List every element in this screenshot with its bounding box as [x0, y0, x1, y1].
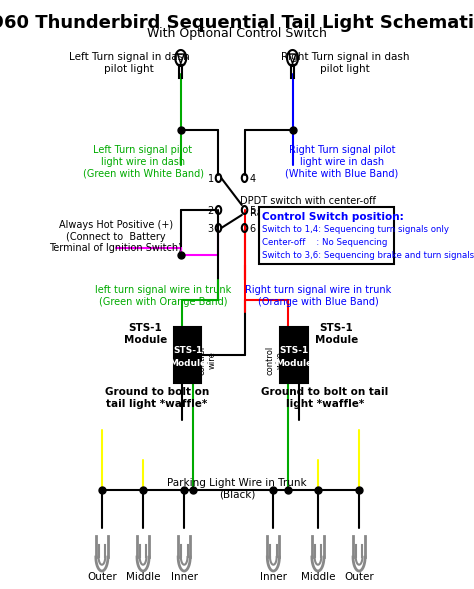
- Text: Right Turn signal pilot
light wire in dash
(White with Blue Band): Right Turn signal pilot light wire in da…: [285, 145, 399, 178]
- Text: Ground to bolt on tail
light *waffle*: Ground to bolt on tail light *waffle*: [261, 387, 388, 409]
- Text: Control Switch position:: Control Switch position:: [263, 212, 404, 222]
- Text: Parking Light Wire in Trunk
(Black): Parking Light Wire in Trunk (Black): [167, 478, 307, 499]
- Text: Ground to bolt on
tail light *waffle*: Ground to bolt on tail light *waffle*: [105, 387, 209, 409]
- Text: left turn signal wire in trunk
(Green with Orange Band): left turn signal wire in trunk (Green wi…: [95, 285, 232, 307]
- Text: 6: 6: [249, 224, 255, 234]
- Text: 5: 5: [249, 206, 255, 216]
- Text: Center-off    : No Sequencing: Center-off : No Sequencing: [263, 238, 388, 247]
- Text: Middle: Middle: [126, 572, 160, 582]
- Text: 3: 3: [208, 224, 214, 234]
- Text: DPDT switch with center-off
Radio Shack # 275-710: DPDT switch with center-off Radio Shack …: [240, 196, 375, 217]
- Text: With Optional Control Switch: With Optional Control Switch: [147, 27, 327, 40]
- Text: 1960 Thunderbird Sequential Tail Light Schematics: 1960 Thunderbird Sequential Tail Light S…: [0, 14, 474, 32]
- FancyBboxPatch shape: [259, 207, 394, 264]
- Text: STS-1: STS-1: [279, 346, 309, 355]
- Text: Inner: Inner: [260, 572, 287, 582]
- Text: Right turn signal wire in trunk
(Orange with Blue Band): Right turn signal wire in trunk (Orange …: [245, 285, 391, 307]
- Text: Middle: Middle: [301, 572, 335, 582]
- Text: Right Turn signal in dash
pilot light: Right Turn signal in dash pilot light: [281, 52, 410, 74]
- Text: 1: 1: [208, 174, 214, 184]
- Text: Switch to 1,4: Sequencing turn signals only: Switch to 1,4: Sequencing turn signals o…: [263, 225, 449, 234]
- Text: control
wire: control wire: [265, 345, 284, 375]
- Text: Left Turn signal pilot
light wire in dash
(Green with White Band): Left Turn signal pilot light wire in das…: [82, 145, 203, 178]
- Text: Always Hot Positive (+)
(Connect to  Battery
Terminal of Ignition Switch): Always Hot Positive (+) (Connect to Batt…: [49, 220, 182, 253]
- FancyBboxPatch shape: [174, 327, 201, 383]
- Text: Left Turn signal in dash
pilot light: Left Turn signal in dash pilot light: [69, 52, 190, 74]
- FancyBboxPatch shape: [280, 327, 308, 383]
- Text: Module: Module: [169, 359, 206, 368]
- Text: 2: 2: [208, 206, 214, 216]
- Text: Outer: Outer: [87, 572, 117, 582]
- Text: Inner: Inner: [171, 572, 198, 582]
- Text: Outer: Outer: [344, 572, 374, 582]
- Text: STS-1
Module: STS-1 Module: [124, 323, 167, 345]
- Text: Switch to 3,6: Sequencing brake and turn signals: Switch to 3,6: Sequencing brake and turn…: [263, 251, 474, 260]
- Text: control
wire: control wire: [197, 345, 217, 375]
- Text: 4: 4: [249, 174, 255, 184]
- Text: STS-1: STS-1: [173, 346, 202, 355]
- Text: Module: Module: [275, 359, 312, 368]
- Text: STS-1
Module: STS-1 Module: [315, 323, 358, 345]
